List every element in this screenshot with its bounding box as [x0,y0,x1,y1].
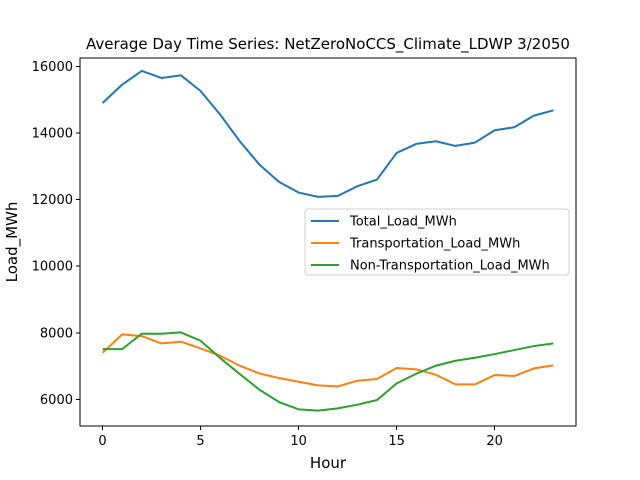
legend-label: Non-Transportation_Load_MWh [350,259,550,274]
x-tick-label: 10 [290,434,307,449]
x-tick-label: 20 [486,434,503,449]
legend-label: Total_Load_MWh [349,215,457,230]
y-tick-label: 8000 [40,326,73,341]
x-tick-label: 15 [388,434,405,449]
series-line-1 [101,333,554,388]
legend: Total_Load_MWh Transportation_Load_MWh Non… [304,208,570,276]
y-tick-label: 12000 [32,193,73,208]
series-layer [101,69,554,412]
legend-frame [304,208,570,276]
x-axis-label: Hour [310,454,347,472]
series-line-2 [102,331,554,412]
y-tick-label: 14000 [32,126,73,141]
y-axis-ticks: 6000 8000 10000 12000 14000 16000 [32,60,80,408]
plot-frame [79,57,577,427]
y-tick-label: 6000 [40,393,73,408]
x-tick-label: 5 [196,434,204,449]
legend-label: Transportation_Load_MWh [349,237,520,252]
series-line-0 [101,69,554,198]
x-tick-label: 0 [98,434,106,449]
y-axis-label: Load_MWh [3,202,22,283]
y-tick-label: 10000 [32,260,73,275]
x-axis-ticks: 0 5 10 15 20 [98,426,503,449]
y-tick-label: 16000 [32,60,73,75]
chart-title: Average Day Time Series: NetZeroNoCCS_Cl… [86,35,570,54]
